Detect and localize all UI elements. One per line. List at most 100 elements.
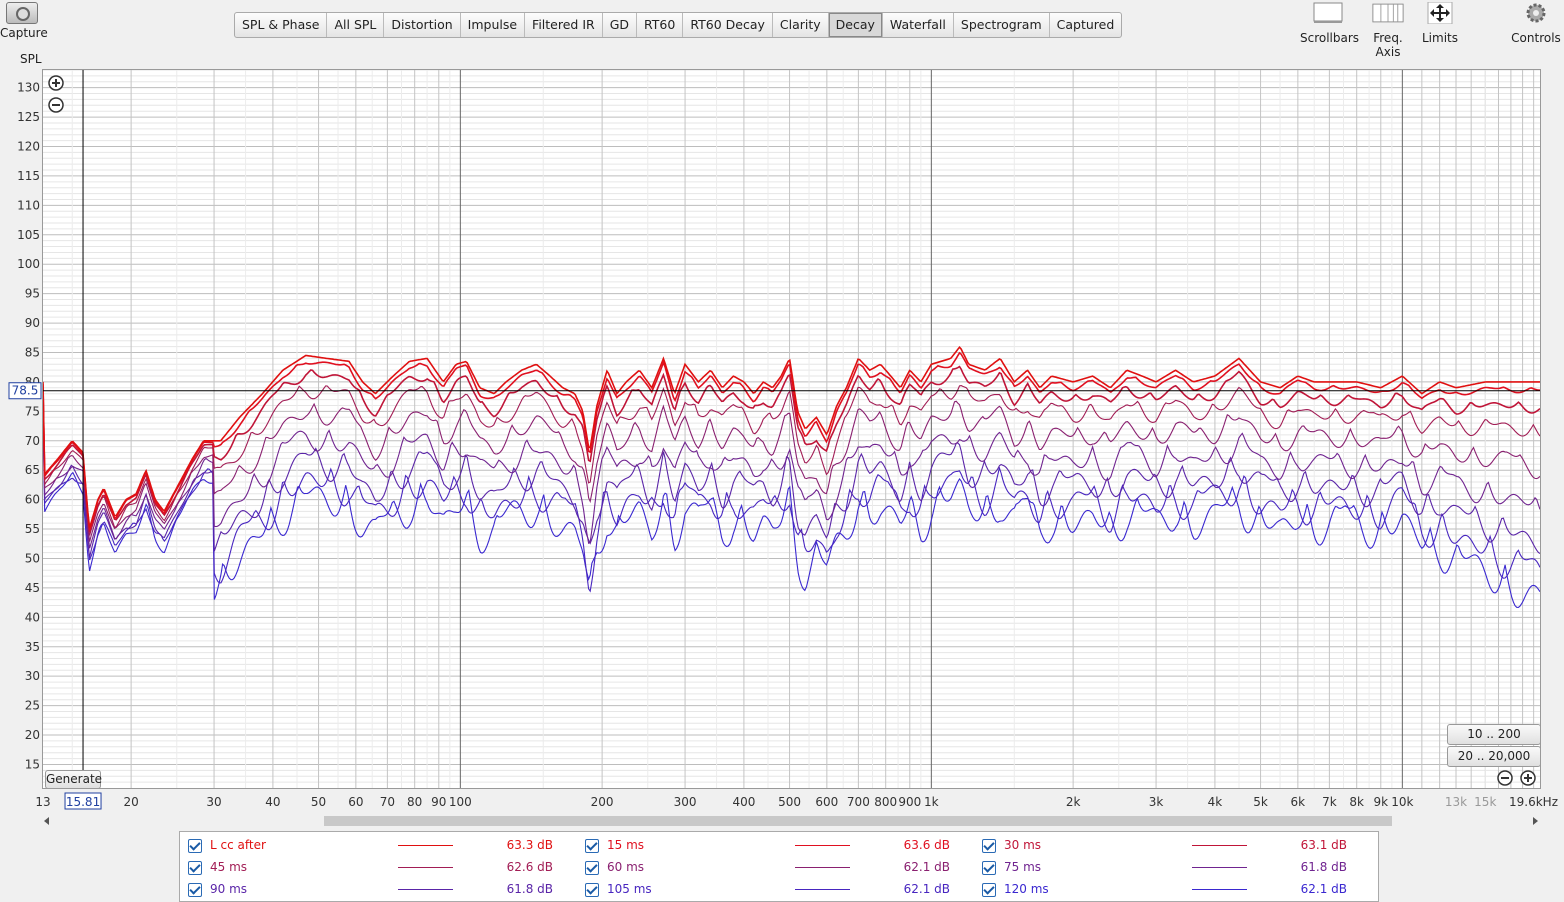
- legend-name: 30 ms: [1004, 838, 1042, 852]
- legend-item: 15 ms 63.6 dB: [585, 836, 975, 858]
- legend-line-swatch: [398, 845, 453, 846]
- tab-captured[interactable]: Captured: [1056, 17, 1115, 32]
- legend-value: 61.8 dB: [506, 882, 553, 896]
- tab-gd[interactable]: GD: [603, 13, 638, 37]
- legend-checkbox[interactable]: [982, 839, 996, 853]
- legend-checkbox[interactable]: [982, 861, 996, 875]
- legend-item: 105 ms 62.1 dB: [585, 880, 975, 902]
- y-tick-label: 20: [25, 728, 40, 742]
- y-tick-label: 90: [25, 316, 40, 330]
- tab-clarity[interactable]: Clarity: [773, 13, 829, 37]
- y-tick-label: 120: [17, 140, 40, 154]
- y-tick-label: 105: [17, 228, 40, 242]
- scrollbar-thumb[interactable]: [324, 816, 1392, 826]
- legend-name: 60 ms: [607, 860, 645, 874]
- x-tick-label: 9k: [1373, 795, 1388, 809]
- gear-icon: [1526, 3, 1546, 23]
- range-20-20000-button[interactable]: 20 .. 20,000: [1447, 746, 1541, 767]
- x-tick-label: 7k: [1322, 795, 1337, 809]
- x-zoom-in-icon[interactable]: [1519, 769, 1537, 787]
- legend-name: 120 ms: [1004, 882, 1049, 896]
- capture-button[interactable]: Capture: [0, 2, 48, 40]
- tab-filtered-ir[interactable]: Filtered IR: [525, 13, 603, 37]
- y-tick-label: 100: [17, 257, 40, 271]
- limits-label: Limits: [1422, 31, 1458, 45]
- legend-item: 120 ms 62.1 dB: [982, 880, 1372, 902]
- legend-checkbox[interactable]: [982, 883, 996, 897]
- scroll-left-icon[interactable]: [44, 817, 49, 825]
- tab-distortion[interactable]: Distortion: [384, 13, 461, 37]
- cursor-y-label: 78.5: [12, 384, 39, 398]
- x-tick-label: 30: [206, 795, 221, 809]
- tab-decay[interactable]: Decay: [828, 13, 883, 37]
- y-tick-label: 25: [25, 699, 40, 713]
- limits-button[interactable]: Limits: [1418, 1, 1462, 45]
- legend-name: 75 ms: [1004, 860, 1042, 874]
- x-tick-label: 20: [123, 795, 138, 809]
- zoom-in-icon[interactable]: [47, 74, 65, 92]
- plot-area[interactable]: 10 .. 200 20 .. 20,000 Generate: [42, 69, 1541, 789]
- legend-line-swatch: [1192, 867, 1247, 868]
- legend-name: 15 ms: [607, 838, 645, 852]
- x-tick-label: 13k: [1445, 795, 1467, 809]
- tab-rt60[interactable]: RT60: [637, 13, 684, 37]
- toolbar: Capture SPL & Phase All SPL Distortion Impu…: [0, 0, 1564, 59]
- legend-checkbox[interactable]: [585, 861, 599, 875]
- zoom-out-icon[interactable]: [47, 96, 65, 114]
- freq-axis-icon: [1372, 3, 1404, 23]
- generate-button[interactable]: Generate: [45, 770, 102, 789]
- legend-checkbox[interactable]: [188, 839, 202, 853]
- y-tick-label: 110: [17, 198, 40, 212]
- scroll-right-icon[interactable]: [1533, 817, 1538, 825]
- x-tick-label: 700: [847, 795, 870, 809]
- y-tick-label: 35: [25, 640, 40, 654]
- x-tick-label: 900: [898, 795, 921, 809]
- legend-item: 75 ms 61.8 dB: [982, 858, 1372, 880]
- y-tick-label: 60: [25, 493, 40, 507]
- tab-all-spl[interactable]: All SPL: [327, 13, 385, 37]
- legend-line-swatch: [795, 889, 850, 890]
- scrollbars-button[interactable]: Scrollbars: [1300, 2, 1359, 45]
- x-tick-label: 400: [732, 795, 755, 809]
- camera-icon: [6, 2, 38, 24]
- controls-button[interactable]: Controls: [1510, 2, 1562, 45]
- tab-impulse[interactable]: Impulse: [461, 13, 526, 37]
- decay-chart[interactable]: [43, 70, 1540, 788]
- x-tick-label: 90: [431, 795, 446, 809]
- y-tick-label: 55: [25, 522, 40, 536]
- legend-name: L cc after: [210, 838, 266, 852]
- x-tick-label: 4k: [1208, 795, 1223, 809]
- legend-checkbox[interactable]: [188, 883, 202, 897]
- legend-name: 105 ms: [607, 882, 652, 896]
- x-tick-label: 200: [591, 795, 614, 809]
- tab-spl-phase[interactable]: SPL & Phase: [235, 13, 328, 37]
- x-tick-label: 300: [674, 795, 697, 809]
- x-tick-label: 40: [265, 795, 280, 809]
- legend-value: 63.1 dB: [1300, 838, 1347, 852]
- series-line-45-ms: [43, 385, 1540, 536]
- horizontal-scrollbar[interactable]: [42, 814, 1541, 828]
- x-tick-label: 50: [311, 795, 326, 809]
- y-axis-title: SPL: [20, 52, 42, 66]
- tab-spectrogram[interactable]: Spectrogram: [954, 13, 1050, 37]
- tab-waterfall[interactable]: Waterfall: [883, 13, 954, 37]
- legend-name: 90 ms: [210, 882, 248, 896]
- tab-rt60-decay[interactable]: RT60 Decay: [683, 13, 773, 37]
- legend-item: L cc after 63.3 dB: [188, 836, 578, 858]
- freq-axis-button[interactable]: Freq. Axis: [1360, 2, 1416, 59]
- legend-line-swatch: [398, 889, 453, 890]
- series-line-90-ms: [43, 406, 1540, 558]
- x-tick-label: 70: [380, 795, 395, 809]
- x-zoom-out-icon[interactable]: [1496, 769, 1514, 787]
- legend-checkbox[interactable]: [585, 839, 599, 853]
- legend-checkbox[interactable]: [585, 883, 599, 897]
- series-line-60-ms: [43, 394, 1540, 542]
- legend-item: 90 ms 61.8 dB: [188, 880, 578, 902]
- legend-checkbox[interactable]: [188, 861, 202, 875]
- x-tick-label: 2k: [1066, 795, 1081, 809]
- range-10-200-button[interactable]: 10 .. 200: [1447, 724, 1541, 745]
- x-tick-label: 15k: [1474, 795, 1496, 809]
- y-tick-label: 15: [25, 757, 40, 771]
- legend-item: 30 ms 63.1 dB: [982, 836, 1372, 858]
- x-tick-label: 8k: [1349, 795, 1364, 809]
